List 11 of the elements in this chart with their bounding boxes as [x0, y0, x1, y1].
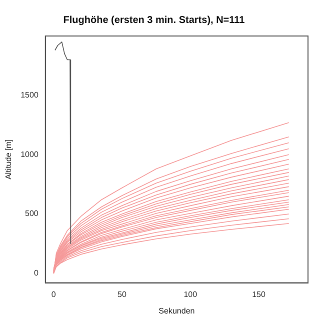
x-tick-label: 0 — [51, 290, 56, 299]
x-tick-label: 150 — [252, 290, 266, 299]
y-axis-title: Altitude [m] — [4, 139, 14, 180]
y-tick-label: 1500 — [20, 90, 39, 100]
chart-title: Flughöhe (ersten 3 min. Starts), N=111 — [63, 14, 246, 26]
x-axis-title: Sekunden — [158, 306, 195, 316]
y-tick-label: 0 — [34, 268, 39, 278]
y-tick-label: 1000 — [20, 150, 39, 159]
x-tick-label: 50 — [118, 290, 127, 299]
x-tick-label: 100 — [184, 290, 198, 299]
y-tick-label: 500 — [25, 209, 39, 218]
